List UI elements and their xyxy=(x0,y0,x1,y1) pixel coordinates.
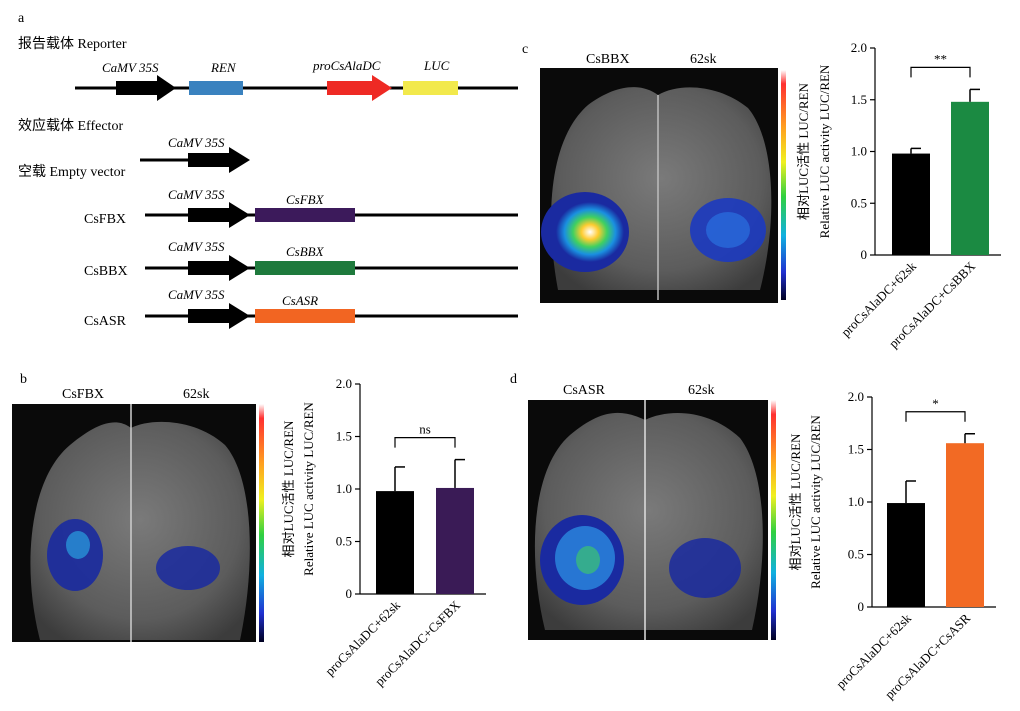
effector-35s-only: CaMV 35S xyxy=(140,135,250,173)
csbbx-construct-name: CsBBX xyxy=(84,264,128,279)
chart-c-ytick-label: 0.5 xyxy=(851,195,867,210)
pro-csaladc-label: proCsAlaDC xyxy=(312,58,381,73)
effector-35s-arrow xyxy=(188,147,250,173)
panel-d-signal-right xyxy=(669,538,741,598)
chart-c-bar xyxy=(892,153,930,255)
luc-label: LUC xyxy=(423,58,450,73)
reporter-title: 报告载体 Reporter xyxy=(18,36,127,52)
panel-c-label: c xyxy=(522,42,528,57)
ren-label: REN xyxy=(210,60,237,75)
chart-d-bar xyxy=(887,503,925,607)
panel-c-signal-right-core xyxy=(706,212,750,248)
csasr-gene-label: CsASR xyxy=(282,293,318,308)
chart-d-ylabel-cn: 相对LUC活性 LUC/REN xyxy=(788,433,803,570)
panel-b-signal-left-core xyxy=(66,531,90,559)
panel-b-right-title: 62sk xyxy=(183,387,209,402)
chart-c-ytick-label: 1.0 xyxy=(851,144,867,159)
panel-c-signal-left-hot xyxy=(556,202,624,262)
panel-d-colorbar xyxy=(771,400,776,640)
panel-c-colorbar xyxy=(781,70,786,300)
panel-b-signal-right xyxy=(156,546,220,590)
chart-c-bbx: 00.51.01.52.0proCsAlaDC+62skproCsAlaDC+C… xyxy=(796,40,1001,351)
panel-b: b CsFBX 62sk xyxy=(12,372,264,642)
panel-d-signal-left-hot xyxy=(576,546,600,574)
effector-35s-label: CaMV 35S xyxy=(168,135,225,150)
panel-b-colorbar xyxy=(259,404,264,642)
chart-d-bar xyxy=(946,443,984,607)
chart-c-sig-bracket xyxy=(910,66,971,78)
luc-box xyxy=(403,81,458,95)
chart-b-ytick-label: 2.0 xyxy=(336,376,352,391)
chart-c-bar xyxy=(951,101,989,255)
chart-c-sig-label: ** xyxy=(934,51,947,66)
ren-box xyxy=(189,81,243,95)
reporter-construct: CaMV 35S REN proCsAlaDC LUC xyxy=(75,58,518,101)
effector-title: 效应载体 Effector xyxy=(18,117,123,134)
effector-empty-vector: 空载 Empty vector xyxy=(18,164,126,180)
panel-c-right-title: 62sk xyxy=(690,52,716,67)
chart-b-ytick-label: 0.5 xyxy=(336,534,352,549)
chart-d-ytick-label: 1.0 xyxy=(848,494,864,509)
csbbx-35s-label: CaMV 35S xyxy=(168,239,225,254)
effector-csbbx: CaMV 35S CsBBX CsBBX xyxy=(84,239,518,281)
csfbx-construct-name: CsFBX xyxy=(84,212,126,227)
chart-d-ytick-label: 2.0 xyxy=(848,389,864,404)
chart-c-ytick-label: 1.5 xyxy=(851,92,867,107)
chart-b-fbx: 00.51.01.52.0proCsAlaDC+62skproCsAlaDC+C… xyxy=(281,376,486,689)
panel-a-label: a xyxy=(18,11,25,26)
panel-b-label: b xyxy=(20,372,27,387)
panel-a: a 报告载体 Reporter CaMV 35S REN proCsAlaDC … xyxy=(18,11,518,329)
chart-b-bar xyxy=(376,491,414,594)
csbbx-gene-label: CsBBX xyxy=(286,244,325,259)
panel-c-left-title: CsBBX xyxy=(586,52,630,67)
chart-d-asr: 00.51.01.52.0proCsAlaDC+62skproCsAlaDC+C… xyxy=(788,389,996,702)
reporter-35s-label: CaMV 35S xyxy=(102,60,159,75)
chart-d-ytick-label: 1.5 xyxy=(848,442,864,457)
panel-d: d CsASR 62sk xyxy=(510,372,776,640)
chart-c-ylabel-en: Relative LUC activity LUC/REN xyxy=(817,64,832,238)
csfbx-35s-label: CaMV 35S xyxy=(168,187,225,202)
chart-b-sig-bracket xyxy=(394,437,456,448)
csfbx-gene-box xyxy=(255,208,355,222)
chart-b-ylabel-cn: 相对LUC活性 LUC/REN xyxy=(281,420,296,557)
empty-vector-label: 空载 Empty vector xyxy=(18,164,126,180)
effector-csasr: CaMV 35S CsASR CsASR xyxy=(84,287,518,329)
csbbx-35s-arrow xyxy=(188,255,250,281)
chart-c-ylabel-cn: 相对LUC活性 LUC/REN xyxy=(796,82,811,219)
effector-csfbx: CaMV 35S CsFBX CsFBX xyxy=(84,187,518,228)
panel-d-left-title: CsASR xyxy=(563,383,606,398)
chart-b-ytick-label: 1.5 xyxy=(336,429,352,444)
chart-d-sig-bracket xyxy=(905,411,966,422)
panel-b-left-title: CsFBX xyxy=(62,387,104,402)
chart-b-ytick-label: 0 xyxy=(346,586,353,601)
chart-c-ytick-label: 2.0 xyxy=(851,40,867,55)
reporter-35s-arrow xyxy=(116,75,176,101)
chart-d-sig-label: * xyxy=(932,396,939,411)
chart-b-sig-label: ns xyxy=(419,422,431,437)
chart-c-ytick-label: 0 xyxy=(861,247,868,262)
chart-d-ytick-label: 0.5 xyxy=(848,547,864,562)
chart-d-ylabel-en: Relative LUC activity LUC/REN xyxy=(808,415,823,589)
csasr-construct-name: CsASR xyxy=(84,314,127,329)
csbbx-gene-box xyxy=(255,261,355,275)
chart-b-ylabel-en: Relative LUC activity LUC/REN xyxy=(301,402,316,576)
panel-c: c CsBBX 62sk xyxy=(522,42,786,303)
csasr-gene-box xyxy=(255,309,355,323)
csfbx-gene-label: CsFBX xyxy=(286,192,325,207)
chart-b-ytick-label: 1.0 xyxy=(336,481,352,496)
pro-csaladc-arrow xyxy=(327,75,392,101)
csasr-35s-arrow xyxy=(188,303,250,329)
csasr-35s-label: CaMV 35S xyxy=(168,287,225,302)
chart-b-bar xyxy=(436,487,474,594)
chart-d-ytick-label: 0 xyxy=(858,599,865,614)
panel-d-label: d xyxy=(510,372,517,387)
csfbx-35s-arrow xyxy=(188,202,250,228)
panel-d-right-title: 62sk xyxy=(688,383,714,398)
